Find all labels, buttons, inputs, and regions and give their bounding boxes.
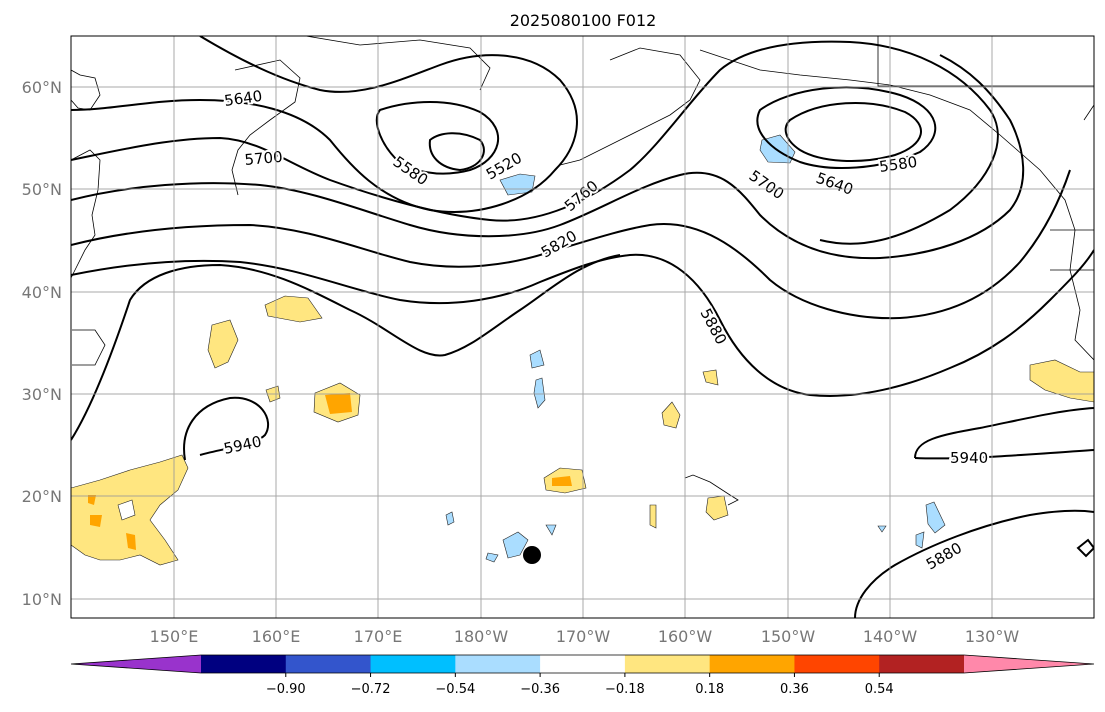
colorbar-tick-label: −0.18 — [605, 682, 645, 697]
colorbar: −0.90 −0.72 −0.54 −0.36 −0.18 0.18 0.36 0.54 — [70, 654, 1095, 697]
lon-label: 180°W — [454, 627, 509, 646]
height-contours — [71, 36, 1094, 618]
colorbar-tick-label: −0.72 — [351, 682, 391, 697]
lat-label: 50°N — [22, 180, 62, 199]
lat-label: 60°N — [22, 78, 62, 97]
colorbar-segment — [370, 655, 456, 673]
contour-label: 5940 — [950, 449, 988, 467]
lon-label: 150°E — [150, 627, 199, 646]
graticule — [71, 36, 1094, 618]
map-frame — [70, 35, 1095, 619]
lon-label: 170°W — [556, 627, 611, 646]
lon-label: 140°W — [863, 627, 918, 646]
colorbar-tick-label: −0.90 — [266, 682, 306, 697]
colorbar-segment — [709, 655, 795, 673]
lon-label: 130°W — [965, 627, 1020, 646]
colorbar-segment — [879, 655, 965, 673]
lon-label: 170°E — [354, 627, 403, 646]
lat-label: 10°N — [22, 590, 62, 609]
lon-label: 160°W — [658, 627, 713, 646]
colorbar-tick-label: 0.18 — [695, 682, 724, 697]
contour-label: 5700 — [244, 148, 284, 169]
colorbar-outline — [70, 654, 1095, 674]
colorbar-segment — [794, 655, 880, 673]
colorbar-segment — [285, 655, 372, 673]
storm-center-marker — [523, 546, 541, 564]
colorbar-tick-label: −0.54 — [435, 682, 475, 697]
lat-label: 20°N — [22, 487, 62, 506]
lat-label: 30°N — [22, 385, 62, 404]
lon-label: 160°E — [252, 627, 301, 646]
longitude-labels: 150°E 160°E 170°E 180°W 170°W 160°W 150°… — [150, 627, 1020, 646]
lat-label: 40°N — [22, 283, 62, 302]
colorbar-extend-low — [71, 655, 201, 673]
colorbar-tick-label: 0.54 — [865, 682, 894, 697]
map-title: 2025080100 F012 — [510, 11, 657, 30]
colorbar-tick-label: 0.36 — [780, 682, 809, 697]
colorbar-segment — [201, 655, 287, 673]
colorbar-extend-high — [964, 655, 1094, 673]
colorbar-segment — [540, 655, 626, 673]
colorbar-tick-label: −0.36 — [520, 682, 560, 697]
latitude-labels: 60°N 50°N 40°N 30°N 20°N 10°N — [22, 78, 62, 609]
anomaly-shading — [71, 134, 1094, 566]
colorbar-segment — [624, 655, 711, 673]
colorbar-segment — [455, 655, 541, 673]
coastlines — [71, 36, 1094, 506]
lon-label: 150°W — [761, 627, 816, 646]
